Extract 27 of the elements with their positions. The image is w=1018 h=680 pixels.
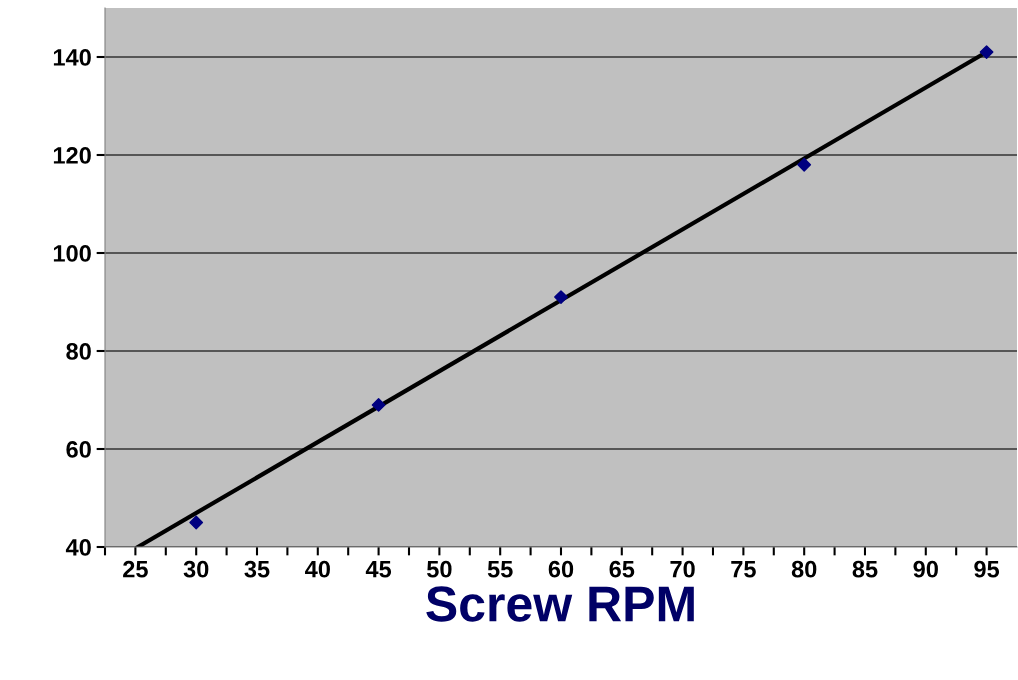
y-tick-label: 140 xyxy=(53,49,91,66)
x-tick-label: 60 xyxy=(548,560,574,578)
point xyxy=(189,515,204,530)
x-tick-label: 70 xyxy=(670,560,695,578)
x-tick-label: 65 xyxy=(609,560,635,578)
x-tick-label: 45 xyxy=(365,561,392,578)
x-tick-label: 85 xyxy=(852,560,878,578)
x-tick-label: 55 xyxy=(487,561,513,578)
x-tick-label: 95 xyxy=(974,560,1000,578)
y-tick-label: 60 xyxy=(66,441,91,458)
x-axis-title: Screw RPM xyxy=(426,586,694,622)
y-tick-label: 100 xyxy=(53,245,91,262)
x-tick-label: 80 xyxy=(791,560,817,578)
x-tick-label: 75 xyxy=(731,561,756,578)
y-tick-label: 120 xyxy=(53,147,91,164)
point xyxy=(797,157,812,172)
y-tick-label: 40 xyxy=(65,539,91,556)
point xyxy=(371,397,386,412)
x-tick-label: 35 xyxy=(244,560,270,578)
point xyxy=(979,45,994,60)
x-tick-label: 30 xyxy=(183,560,209,578)
y-tick-label: 80 xyxy=(66,343,91,360)
x-tick-label: 50 xyxy=(426,560,452,578)
point xyxy=(554,290,568,305)
x-tick-label: 40 xyxy=(305,560,330,578)
x-tick-label: 25 xyxy=(123,560,148,578)
x-tick-label: 90 xyxy=(913,560,938,578)
